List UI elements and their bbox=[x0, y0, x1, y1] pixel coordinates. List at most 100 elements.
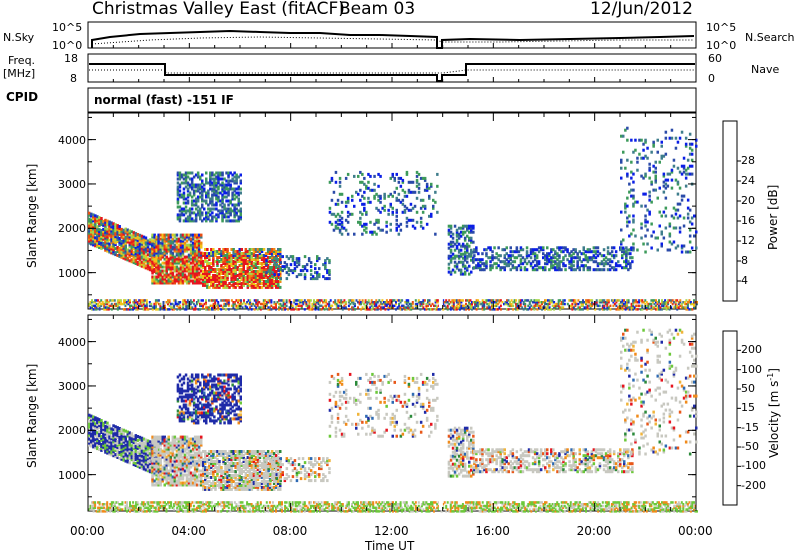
heatmap-cell bbox=[120, 253, 123, 257]
heatmap-cell bbox=[196, 195, 200, 199]
heatmap-cell bbox=[598, 252, 602, 256]
heatmap-cell bbox=[122, 432, 125, 436]
heatmap-cell bbox=[222, 250, 225, 253]
heatmap-cell bbox=[548, 302, 551, 306]
heatmap-cell bbox=[234, 270, 237, 273]
heatmap-cell bbox=[275, 277, 278, 281]
heatmap-cell bbox=[100, 423, 103, 426]
heatmap-cell bbox=[460, 306, 463, 309]
heatmap-cell bbox=[652, 230, 655, 234]
heatmap-cell bbox=[107, 306, 110, 309]
heatmap-cell bbox=[256, 262, 260, 265]
heatmap-cell bbox=[395, 186, 398, 190]
heatmap-cell bbox=[293, 261, 297, 265]
heatmap-cell bbox=[110, 435, 113, 439]
heatmap-cell bbox=[92, 419, 95, 423]
heatmap-cell bbox=[224, 308, 227, 311]
heatmap-cell bbox=[525, 262, 529, 266]
heatmap-cell bbox=[120, 241, 123, 245]
heatmap-cell bbox=[272, 268, 276, 271]
heatmap-cell bbox=[680, 306, 683, 309]
heatmap-cell bbox=[177, 239, 181, 243]
heatmap-cell bbox=[589, 299, 592, 302]
heatmap-cell bbox=[398, 299, 401, 302]
heatmap-cell bbox=[197, 273, 201, 277]
heatmap-cell bbox=[537, 246, 541, 250]
heatmap-cell bbox=[373, 194, 376, 198]
heatmap-cell bbox=[187, 253, 191, 257]
heatmap-cell bbox=[174, 301, 177, 304]
heatmap-cell bbox=[112, 446, 115, 450]
heatmap-cell bbox=[191, 279, 195, 283]
heatmap-cell bbox=[262, 299, 265, 302]
heatmap-cell bbox=[612, 299, 615, 302]
heatmap-cell bbox=[680, 130, 684, 134]
heatmap-cell bbox=[366, 306, 369, 309]
heatmap-cell bbox=[112, 222, 115, 226]
heatmap-cell bbox=[402, 306, 405, 309]
heatmap-cell bbox=[273, 306, 276, 309]
heatmap-cell bbox=[370, 301, 373, 304]
heatmap-cell bbox=[596, 250, 600, 254]
heatmap-cell bbox=[206, 262, 209, 265]
heatmap-cell bbox=[323, 304, 326, 308]
heatmap-cell bbox=[389, 301, 391, 304]
heatmap-cell bbox=[218, 268, 221, 271]
heatmap-cell bbox=[690, 246, 694, 250]
heatmap-cell bbox=[126, 236, 129, 240]
heatmap-cell bbox=[576, 264, 579, 268]
heatmap-cell bbox=[656, 306, 659, 309]
heatmap-cell bbox=[266, 260, 270, 263]
heatmap-cell bbox=[472, 230, 475, 234]
heatmap-cell bbox=[660, 242, 663, 246]
heatmap-cell bbox=[415, 170, 419, 174]
heatmap-cell bbox=[377, 184, 380, 188]
heatmap-cell bbox=[100, 244, 103, 248]
nave-trace bbox=[89, 69, 695, 74]
heatmap-cell bbox=[405, 216, 409, 220]
heatmap-cell bbox=[179, 277, 183, 281]
heatmap-cell bbox=[176, 217, 180, 221]
heatmap-cell bbox=[552, 256, 555, 260]
heatmap-cell bbox=[338, 192, 342, 196]
heatmap-cell bbox=[560, 301, 563, 304]
heatmap-cell bbox=[234, 266, 237, 269]
heatmap-cell bbox=[578, 258, 581, 262]
heatmap-cell bbox=[217, 181, 220, 185]
heatmap-cell bbox=[231, 177, 234, 181]
heatmap-cell bbox=[285, 304, 288, 308]
heatmap-cell bbox=[588, 258, 592, 262]
heatmap-cell bbox=[171, 265, 175, 269]
heatmap-cell bbox=[94, 444, 97, 448]
heatmap-cell bbox=[118, 231, 121, 234]
heatmap-cell bbox=[662, 306, 665, 309]
heatmap-cell bbox=[248, 254, 252, 257]
heatmap-cell bbox=[173, 255, 177, 259]
heatmap-cell bbox=[229, 209, 232, 213]
heatmap-cell bbox=[436, 301, 439, 304]
heatmap-cell bbox=[398, 306, 401, 309]
heatmap-cell bbox=[472, 240, 475, 244]
freq-right-tick-bottom: 0 bbox=[708, 72, 715, 85]
heatmap-cell bbox=[233, 302, 236, 306]
heatmap-cell bbox=[283, 261, 287, 265]
heatmap-cell bbox=[197, 259, 201, 263]
heatmap-cell bbox=[656, 301, 659, 304]
heatmap-cell bbox=[159, 237, 162, 241]
heatmap-cell bbox=[126, 250, 129, 254]
heatmap-cell bbox=[211, 181, 214, 185]
heatmap-cell bbox=[309, 277, 313, 281]
heatmap-cell bbox=[586, 266, 590, 270]
heatmap-cell bbox=[104, 240, 107, 244]
heatmap-cell bbox=[487, 246, 490, 250]
heatmap-cell bbox=[325, 301, 328, 304]
heatmap-cell bbox=[606, 301, 609, 304]
heatmap-cell bbox=[453, 242, 457, 246]
heatmap-cell bbox=[582, 258, 585, 262]
heatmap-cell bbox=[230, 270, 233, 273]
heatmap-cell bbox=[305, 263, 309, 267]
heatmap-cell bbox=[188, 215, 192, 219]
heatmap-cell bbox=[233, 207, 236, 211]
heatmap-cell bbox=[558, 256, 561, 260]
heatmap-cell bbox=[317, 308, 320, 311]
